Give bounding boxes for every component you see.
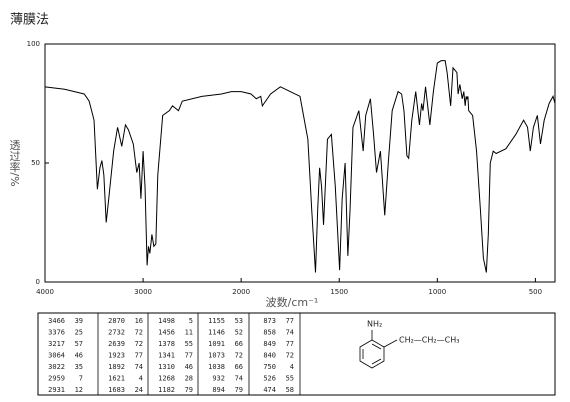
table-transmittance: 4 (290, 363, 294, 371)
bond (383, 339, 398, 348)
table-wavenumber: 1268 (158, 375, 175, 383)
table-transmittance: 55 (286, 375, 294, 383)
table-wavenumber: 1892 (108, 363, 125, 371)
table-frame (37, 312, 556, 396)
x-tick-label: 4000 (36, 288, 54, 296)
chart-title: 薄膜法 (10, 13, 49, 28)
table-wavenumber: 1683 (108, 386, 125, 394)
table-wavenumber: 3022 (48, 363, 65, 371)
table-wavenumber: 932 (212, 375, 225, 383)
table-transmittance: 74 (286, 329, 294, 337)
table-dividers (97, 313, 301, 395)
table-wavenumber: 1091 (208, 340, 225, 348)
table-wavenumber: 2959 (48, 375, 65, 383)
table-wavenumber: 526 (263, 375, 276, 383)
table-transmittance: 52 (235, 329, 243, 337)
table-transmittance: 74 (235, 375, 243, 383)
table-wavenumber: 894 (212, 386, 225, 394)
table-transmittance: 72 (135, 340, 143, 348)
x-tick-label: 1000 (428, 288, 446, 296)
table-wavenumber: 1923 (108, 352, 125, 360)
table-transmittance: 35 (75, 363, 83, 371)
table-wavenumber: 2639 (108, 340, 125, 348)
x-tick-label: 2000 (232, 288, 250, 296)
y-tick-label: 0 (36, 278, 40, 286)
table-transmittance: 66 (235, 340, 243, 348)
table-transmittance: 72 (235, 352, 243, 360)
y-tick-label: 50 (31, 159, 40, 167)
table-wavenumber: 1155 (208, 317, 225, 325)
table-transmittance: 24 (135, 386, 143, 394)
table-wavenumber: 1182 (158, 386, 175, 394)
table-wavenumber: 849 (263, 340, 276, 348)
table-wavenumber: 1621 (108, 375, 125, 383)
table-wavenumber: 1038 (208, 363, 225, 371)
table-wavenumber: 2732 (108, 329, 125, 337)
table-wavenumber: 2870 (108, 317, 125, 325)
table-transmittance: 7 (79, 375, 83, 383)
table-wavenumber: 3466 (48, 317, 65, 325)
amine-label: NH₂ (367, 320, 382, 329)
plot-frame (44, 43, 556, 283)
table-wavenumber: 1498 (158, 317, 175, 325)
table-wavenumber: 1310 (158, 363, 175, 371)
table-transmittance: 77 (286, 317, 294, 325)
table-transmittance: 25 (75, 329, 83, 337)
x-tick-label: 500 (529, 288, 542, 296)
table-wavenumber: 1456 (158, 329, 175, 337)
table-transmittance: 39 (75, 317, 83, 325)
double-bond (371, 358, 382, 365)
table-transmittance: 72 (286, 352, 294, 360)
double-bond (371, 343, 382, 350)
table-transmittance: 46 (75, 352, 83, 360)
spectrum-line (44, 60, 556, 273)
table-transmittance: 74 (135, 363, 143, 371)
table-transmittance: 77 (286, 340, 294, 348)
table-transmittance: 77 (135, 352, 143, 360)
table-wavenumber: 2931 (48, 386, 65, 394)
table-wavenumber: 858 (263, 329, 276, 337)
table-wavenumber: 873 (263, 317, 276, 325)
y-axis-label: 透过率/% (8, 139, 21, 186)
benzene-ring (359, 330, 398, 369)
table-transmittance: 66 (235, 363, 243, 371)
chain-label: CH₂—CH₂—CH₃ (399, 336, 459, 345)
x-axis-label: 波数/cm⁻¹ (266, 296, 319, 309)
table-wavenumber: 3376 (48, 329, 65, 337)
table-transmittance: 72 (135, 329, 143, 337)
x-tick-label: 3000 (134, 288, 152, 296)
table-transmittance: 11 (185, 329, 193, 337)
table-transmittance: 79 (185, 386, 193, 394)
table-transmittance: 46 (185, 363, 193, 371)
table-wavenumber: 1146 (208, 329, 225, 337)
y-tick-label: 100 (27, 40, 40, 48)
table-transmittance: 53 (235, 317, 243, 325)
x-tick-label: 1500 (330, 288, 348, 296)
table-wavenumber: 3064 (48, 352, 65, 360)
table-transmittance: 77 (185, 352, 193, 360)
table-wavenumber: 474 (263, 386, 276, 394)
table-wavenumber: 840 (263, 352, 276, 360)
table-transmittance: 55 (185, 340, 193, 348)
table-wavenumber: 1073 (208, 352, 225, 360)
table-transmittance: 28 (185, 375, 193, 383)
table-wavenumber: 3217 (48, 340, 65, 348)
table-wavenumber: 1341 (158, 352, 175, 360)
table-transmittance: 79 (235, 386, 243, 394)
table-transmittance: 12 (75, 386, 83, 394)
table-transmittance: 4 (139, 375, 143, 383)
table-wavenumber: 1378 (158, 340, 175, 348)
table-transmittance: 5 (189, 317, 193, 325)
table-transmittance: 57 (75, 340, 83, 348)
table-wavenumber: 750 (263, 363, 276, 371)
table-transmittance: 16 (135, 317, 143, 325)
table-transmittance: 58 (286, 386, 294, 394)
